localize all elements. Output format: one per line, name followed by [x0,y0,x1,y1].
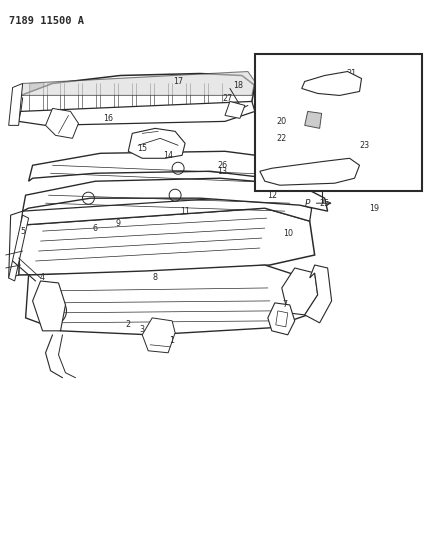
Polygon shape [23,178,327,211]
Polygon shape [225,101,245,118]
Text: 7: 7 [282,301,287,309]
Polygon shape [154,84,170,111]
Text: 2: 2 [126,320,131,329]
Polygon shape [276,311,288,327]
Polygon shape [29,84,45,111]
Polygon shape [118,84,134,111]
Text: 20: 20 [277,117,287,126]
Polygon shape [19,208,315,275]
Polygon shape [208,84,224,111]
Polygon shape [26,265,308,335]
Text: 1: 1 [169,336,175,345]
Polygon shape [305,265,332,323]
Text: 9: 9 [116,219,121,228]
Polygon shape [9,84,23,125]
Text: 4: 4 [40,273,45,282]
Polygon shape [268,303,295,335]
Polygon shape [83,84,98,111]
Polygon shape [260,158,360,185]
Text: 3: 3 [140,325,145,334]
Text: 19: 19 [369,204,380,213]
Text: 6: 6 [93,224,98,232]
Text: 14: 14 [163,151,173,160]
Polygon shape [142,318,175,353]
Polygon shape [33,281,65,331]
Text: 27: 27 [223,94,233,103]
Text: 17: 17 [173,77,183,86]
Text: 11: 11 [180,207,190,216]
Text: 13: 13 [217,167,227,176]
Text: 10: 10 [283,229,293,238]
Polygon shape [65,84,80,111]
Circle shape [45,287,53,295]
Text: 25: 25 [320,199,330,208]
Polygon shape [128,128,185,158]
Text: 8: 8 [153,273,158,282]
Polygon shape [19,74,255,122]
Text: P: P [305,199,310,208]
Polygon shape [21,195,312,225]
Text: 15: 15 [137,144,147,153]
Text: 18: 18 [233,81,243,90]
Polygon shape [19,95,23,116]
Polygon shape [305,111,322,128]
Polygon shape [136,84,152,111]
Polygon shape [282,268,318,315]
Polygon shape [21,71,255,95]
Polygon shape [190,84,206,111]
Text: 7189 11500 A: 7189 11500 A [9,15,83,26]
Text: 23: 23 [360,141,369,150]
Polygon shape [29,151,322,188]
Bar [255,53,422,191]
Polygon shape [302,71,362,95]
Text: 24: 24 [312,177,323,185]
Polygon shape [45,108,78,139]
Polygon shape [9,211,23,278]
Polygon shape [19,101,255,125]
Text: 26: 26 [217,161,227,170]
Text: 12: 12 [267,191,277,200]
Polygon shape [47,84,62,111]
Text: 5: 5 [20,227,25,236]
Polygon shape [9,215,29,281]
Polygon shape [101,84,116,111]
Polygon shape [172,84,188,111]
Text: 16: 16 [103,114,113,123]
Text: 21: 21 [347,69,357,78]
Text: 22: 22 [276,134,287,143]
